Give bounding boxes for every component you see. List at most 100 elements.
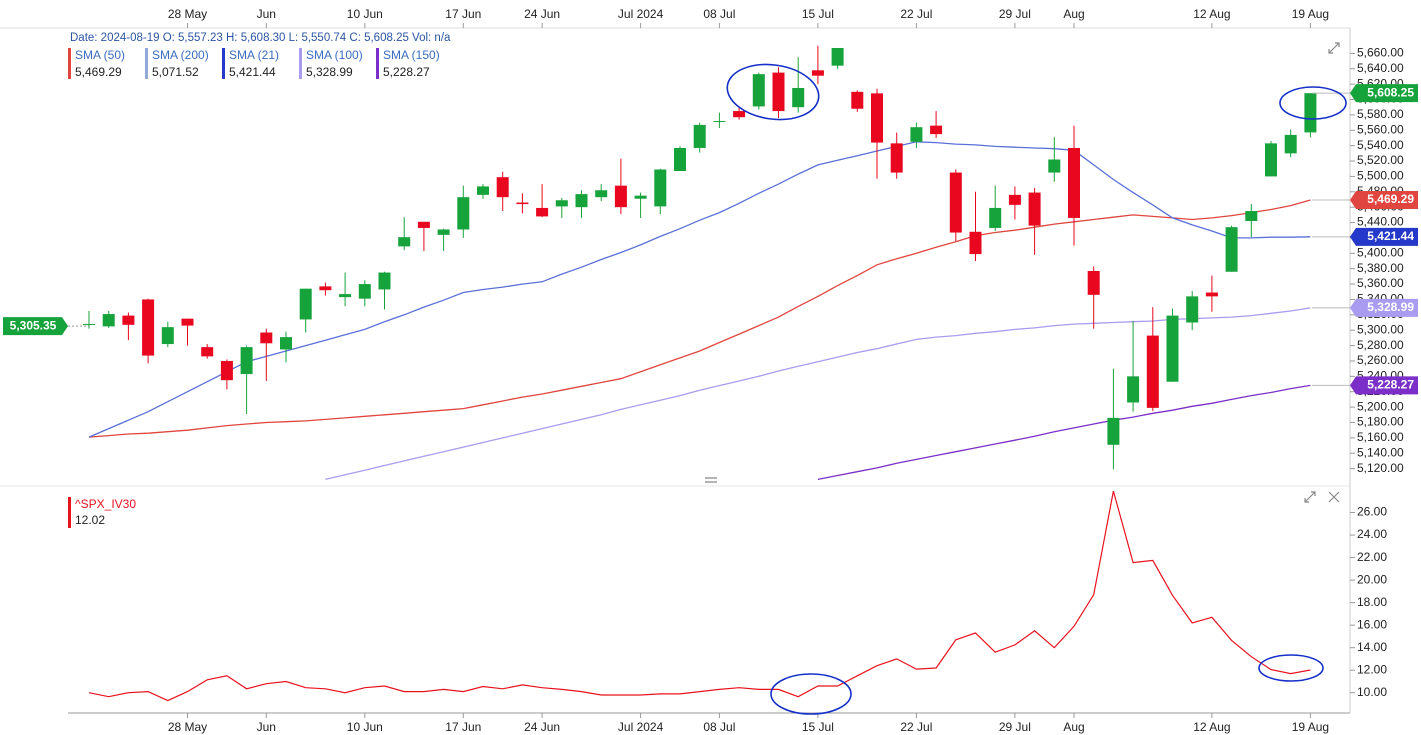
candle-body (713, 121, 726, 123)
legend-name: SMA (200) (152, 48, 209, 62)
price-box-label: 5,228.27 (1367, 378, 1414, 392)
candle-body (201, 347, 214, 357)
candle-body (536, 207, 549, 217)
y-tick-label: 5,500.00 (1357, 169, 1404, 183)
pane-resize-handle[interactable] (705, 477, 717, 483)
y-tick-label: 24.00 (1357, 527, 1387, 541)
x-tick-label: 19 Aug (1292, 7, 1329, 21)
price-box: 5,421.44 (1350, 227, 1418, 246)
x-tick-label: 15 Jul (802, 720, 834, 734)
price-box-label: 5,328.99 (1367, 300, 1414, 314)
price-box: 5,608.25 (1350, 84, 1418, 103)
candle-body (555, 200, 568, 207)
y-tick-label: 5,440.00 (1357, 215, 1404, 229)
y-tick-label: 5,160.00 (1357, 430, 1404, 444)
y-tick-label: 5,360.00 (1357, 276, 1404, 290)
x-tick-label: 17 Jun (445, 7, 481, 21)
y-tick-label: 26.00 (1357, 505, 1387, 519)
x-tick-label: 28 May (168, 7, 207, 21)
x-tick-label: 19 Aug (1292, 720, 1329, 734)
crosshair-label: 5,305.35 (10, 318, 57, 332)
candle-body (949, 172, 962, 233)
legend-swatch (222, 48, 225, 79)
candle-body (871, 93, 883, 143)
y-tick-label: 5,140.00 (1357, 445, 1404, 459)
x-tick-label: 10 Jun (347, 720, 383, 734)
candle-body (969, 231, 982, 255)
candle-body (83, 324, 95, 326)
legend-name: SMA (100) (306, 48, 363, 62)
candle-body (1166, 315, 1179, 382)
x-tick-label: 29 Jul (999, 720, 1031, 734)
x-tick-label: 24 Jun (524, 720, 560, 734)
candle-body (752, 74, 765, 107)
legend: SMA (50) 5,469.29 SMA (200) 5,071.52 SMA (21… (68, 48, 440, 528)
candle-body (595, 190, 608, 198)
candle-body (733, 111, 746, 118)
y-tick-label: 12.00 (1357, 662, 1387, 676)
close-icon[interactable] (1328, 491, 1340, 503)
x-tick-label: 10 Jun (347, 7, 383, 21)
candle-body (1008, 194, 1021, 205)
candle-body (1127, 376, 1140, 403)
expand-icon[interactable] (1328, 42, 1340, 54)
candle-body (851, 91, 864, 109)
x-tick-label: 08 Jul (703, 7, 735, 21)
legend-swatch (68, 48, 71, 79)
price-box-label: 5,469.29 (1367, 192, 1414, 206)
legend-value: 12.02 (75, 513, 105, 527)
expand-icon[interactable] (1304, 491, 1316, 503)
legend-value: 5,071.52 (152, 65, 199, 79)
sma-line (325, 307, 1311, 481)
candle-body (1146, 335, 1159, 408)
y-tick-label: 5,260.00 (1357, 353, 1404, 367)
x-tick-label: Aug (1063, 7, 1084, 21)
x-tick-label: 15 Jul (802, 7, 834, 21)
candle-body (1048, 159, 1061, 173)
candle-body (1186, 296, 1199, 323)
candle-body (772, 72, 785, 112)
y-tick-label: 5,300.00 (1357, 322, 1404, 336)
candle-body (811, 70, 824, 76)
legend-name: SMA (50) (75, 48, 125, 62)
candle-body (378, 272, 391, 290)
hand-circle (1258, 654, 1324, 682)
x-tick-label: Jul 2024 (618, 720, 664, 734)
x-tick-label: 22 Jul (900, 720, 932, 734)
x-tick-label: 08 Jul (703, 720, 735, 734)
candle-body (220, 360, 233, 381)
hand-circle (1279, 86, 1347, 120)
price-box-bg (1350, 84, 1418, 103)
candle-body (1225, 227, 1238, 272)
candle-body (398, 237, 411, 247)
candle-body (1028, 192, 1041, 226)
candle-body (634, 195, 647, 199)
candle-body (930, 125, 943, 135)
x-tick-label: 24 Jun (524, 7, 560, 21)
candle-body (181, 318, 194, 326)
y-tick-label: 5,200.00 (1357, 399, 1404, 413)
pane-icons[interactable] (705, 42, 1340, 503)
y-tick-label: 5,400.00 (1357, 245, 1404, 259)
price-box-label: 5,421.44 (1367, 229, 1414, 243)
legend-value: 5,421.44 (229, 65, 276, 79)
legend-swatch (376, 48, 379, 79)
legend-swatch (145, 48, 148, 79)
legend-name: SMA (21) (229, 48, 279, 62)
hand-circle (726, 63, 820, 121)
y-tick-label: 5,120.00 (1357, 461, 1404, 475)
iv-line (88, 490, 1311, 702)
candle-body (477, 186, 489, 195)
candle-body (437, 229, 450, 235)
y-tick-label: 5,280.00 (1357, 338, 1404, 352)
annotations (726, 63, 1347, 715)
price-box: 5,328.99 (1350, 298, 1418, 317)
candle-body (260, 332, 273, 344)
y-tick-label: 16.00 (1357, 617, 1387, 631)
legend-name: SMA (150) (383, 48, 440, 62)
x-tick-label: 22 Jul (900, 7, 932, 21)
legend-value: 5,328.99 (306, 65, 353, 79)
candle-body (319, 286, 332, 291)
candle-body (1087, 270, 1100, 295)
